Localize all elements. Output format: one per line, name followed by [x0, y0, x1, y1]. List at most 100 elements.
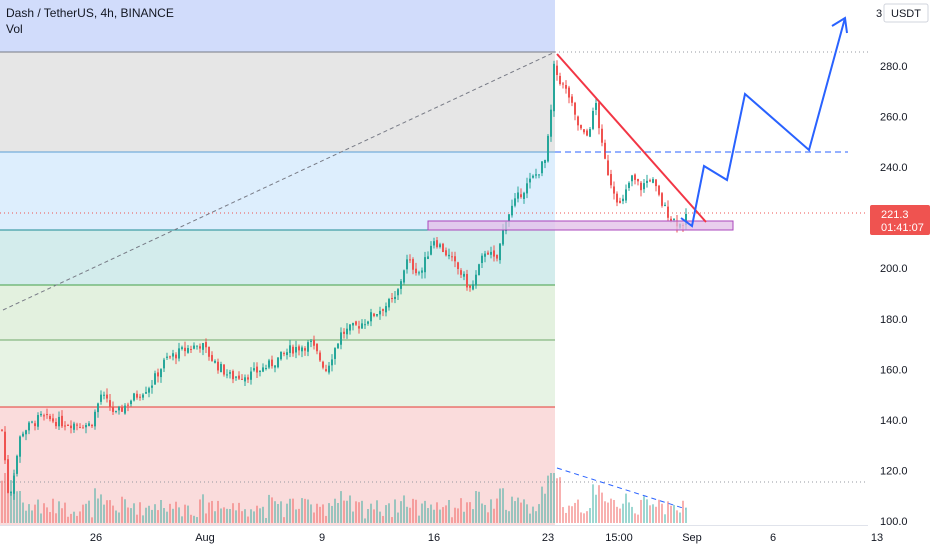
candle-body — [511, 205, 513, 216]
volume-bar — [643, 496, 645, 523]
candle-body — [130, 400, 132, 405]
volume-bar — [253, 511, 255, 523]
candle-body — [253, 368, 255, 371]
volume-dashed-trendline[interactable] — [556, 467, 687, 510]
candle-body — [661, 193, 663, 206]
price-axis[interactable]: 3 280.0260.0240.0220.0200.0180.0160.0140… — [868, 0, 932, 528]
volume-bar — [673, 505, 675, 523]
time-label-23: 23 — [542, 532, 554, 544]
candle-body — [22, 433, 24, 437]
candle-body — [400, 281, 402, 289]
volume-bar — [202, 494, 204, 523]
fib-trend-line[interactable] — [2, 51, 556, 311]
candle-body — [427, 256, 429, 259]
candle-body — [385, 306, 387, 313]
candle-body — [142, 394, 144, 398]
candle-body — [637, 178, 639, 182]
volume-bar — [328, 503, 330, 523]
candle-body — [448, 254, 450, 257]
candle-body — [610, 174, 612, 186]
volume-bar — [379, 511, 381, 523]
candle-body — [655, 179, 657, 187]
volume-bar — [304, 498, 306, 523]
candle-body — [412, 259, 414, 270]
candle-body — [658, 185, 660, 195]
support-zone-rectangle[interactable] — [427, 220, 734, 231]
volume-bar — [361, 500, 363, 523]
volume-bar — [463, 511, 465, 523]
volume-bar — [508, 511, 510, 523]
candle-body — [532, 175, 534, 178]
candle-body — [247, 377, 249, 380]
volume-indicator-label[interactable]: Vol — [6, 22, 23, 36]
volume-bar — [295, 509, 297, 523]
candle-body — [220, 364, 222, 373]
candle-body — [586, 130, 588, 136]
candle-body — [199, 346, 201, 349]
candle-body — [439, 244, 441, 247]
volume-bar — [79, 511, 81, 523]
volume-bar — [148, 505, 150, 523]
candle-body — [580, 124, 582, 129]
candle-body — [556, 65, 558, 75]
candle-body — [514, 198, 516, 206]
candle-body — [235, 376, 237, 378]
volume-bar — [325, 515, 327, 523]
candle-body — [208, 346, 210, 357]
volume-bar — [364, 518, 366, 523]
candle-body — [121, 406, 123, 412]
volume-bar — [130, 508, 132, 523]
volume-bar — [550, 473, 552, 523]
candle-body — [115, 410, 117, 412]
candle-body — [16, 455, 18, 474]
candle-body — [106, 394, 108, 399]
volume-bar — [229, 508, 231, 523]
symbol-title[interactable]: Dash / TetherUS, 4h, BINANCE — [6, 6, 174, 20]
candle-body — [244, 377, 246, 382]
volume-bar — [595, 494, 597, 523]
price-tick-label: 120.0 — [880, 465, 908, 477]
volume-bar — [571, 506, 573, 523]
candle-body — [538, 174, 540, 176]
candle-body — [37, 415, 39, 427]
candlestick-series[interactable] — [1, 60, 687, 500]
last-price-label-box — [870, 205, 930, 235]
candle-body — [490, 251, 492, 255]
volume-bar — [223, 507, 225, 523]
volume-bar — [22, 502, 24, 523]
volume-bar — [244, 509, 246, 523]
candle-body — [487, 252, 489, 255]
candle-body — [376, 314, 378, 316]
volume-bar — [352, 511, 354, 523]
candle-body — [34, 423, 36, 427]
candle-body — [616, 193, 618, 203]
candle-body — [382, 309, 384, 311]
volume-bar — [322, 504, 324, 523]
currency-button[interactable]: USDT — [883, 3, 929, 23]
volume-bar — [109, 500, 111, 523]
volume-bar — [10, 480, 12, 523]
candle-body — [184, 347, 186, 352]
volume-bar — [307, 499, 309, 523]
volume-bar — [583, 513, 585, 523]
projected-path[interactable] — [680, 17, 846, 228]
volume-bar — [439, 509, 441, 523]
candle-body — [133, 393, 135, 401]
candle-body — [343, 331, 345, 334]
volume-bar — [289, 498, 291, 523]
candle-body — [424, 257, 426, 273]
fibonacci-retracement[interactable] — [0, 0, 555, 525]
candle-body — [643, 183, 645, 190]
descending-trendline[interactable] — [556, 53, 707, 223]
candle-body — [82, 427, 84, 429]
volume-bar — [568, 505, 570, 523]
time-axis[interactable]: 26 Aug 9 16 23 15:00 Sep 6 13 — [0, 525, 932, 550]
volume-bar — [502, 488, 504, 523]
volume-bar — [511, 496, 513, 523]
candle-body — [325, 369, 327, 371]
candle-body — [304, 348, 306, 351]
candle-body — [508, 214, 510, 222]
volume-bar — [238, 502, 240, 523]
volume-bar — [343, 500, 345, 523]
